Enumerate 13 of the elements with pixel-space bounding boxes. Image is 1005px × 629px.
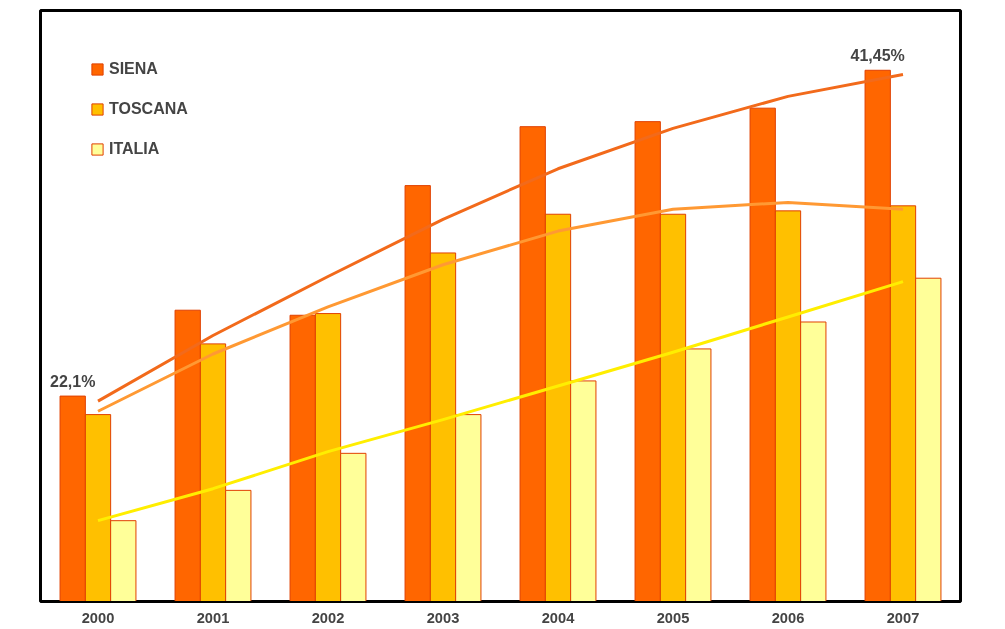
x-tick-label: 2003 [426, 609, 460, 626]
legend-label: ITALIA [109, 140, 160, 158]
x-tick-label: 2006 [771, 609, 805, 626]
x-tick-label: 2000 [81, 609, 115, 626]
data-label: 22,1% [50, 373, 96, 391]
legend-label: TOSCANA [109, 100, 188, 118]
x-tick-label: 2002 [311, 609, 345, 626]
x-tick-label: 2004 [541, 609, 576, 626]
x-tick-label: 2001 [196, 609, 230, 626]
legend-label: SIENA [109, 60, 158, 78]
data-label: 41,45% [850, 47, 905, 65]
x-tick-label: 2007 [886, 609, 920, 626]
x-tick-label: 2005 [656, 609, 690, 626]
